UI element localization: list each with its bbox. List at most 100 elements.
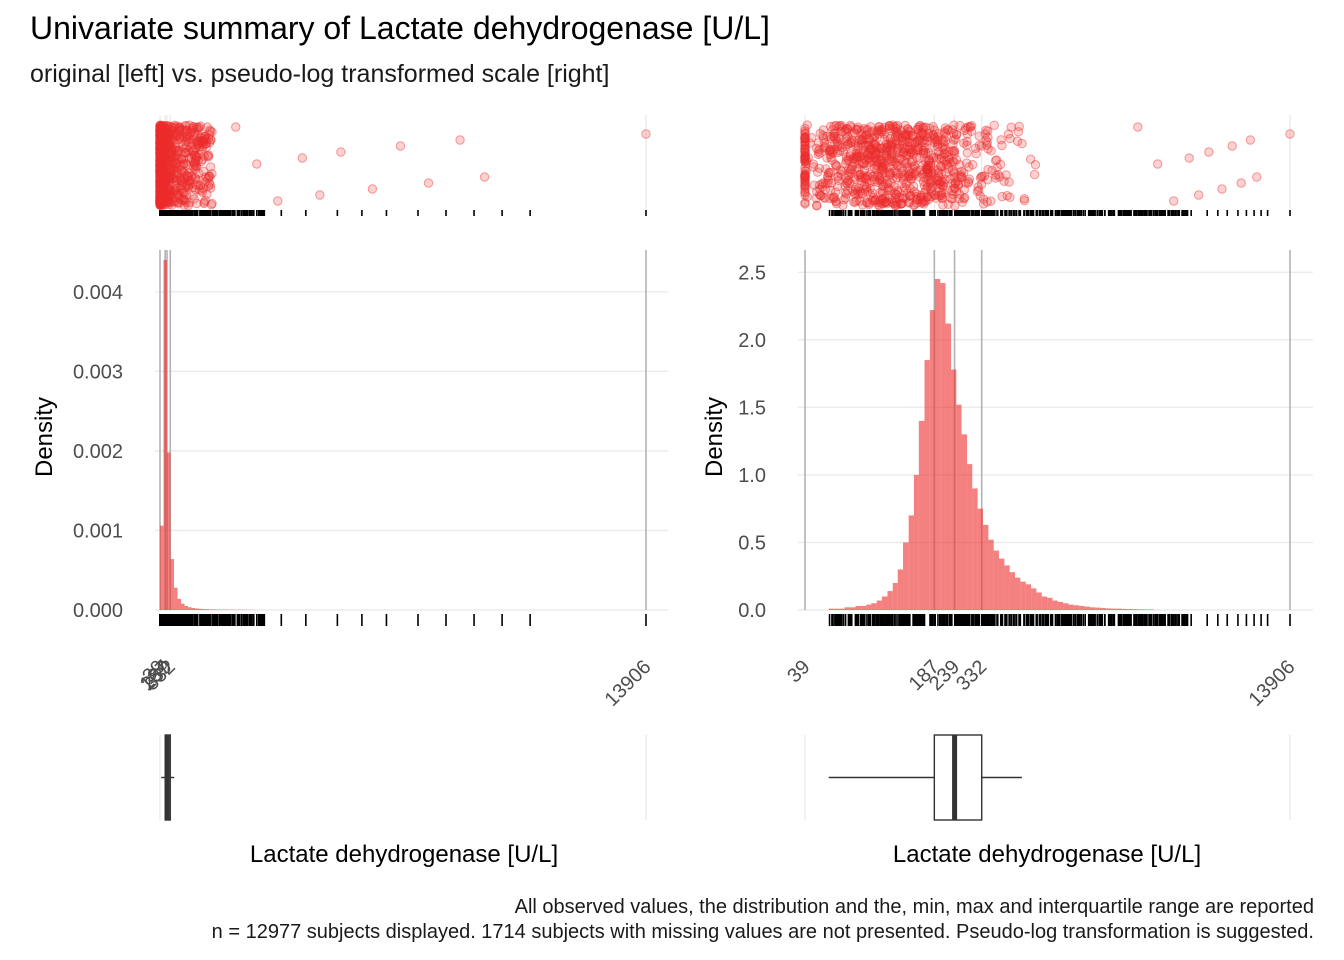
histogram-bar <box>892 582 898 610</box>
jitter-point <box>155 190 165 200</box>
jitter-point <box>205 135 216 145</box>
jitter-point <box>174 126 184 136</box>
jitter-point <box>157 149 167 160</box>
jitter-point <box>155 159 165 170</box>
jitter-point <box>915 121 925 131</box>
jitter-point <box>816 190 826 201</box>
jitter-point <box>155 166 165 176</box>
jitter-point <box>855 196 865 206</box>
jitter-point <box>191 143 201 154</box>
jitter-point <box>800 171 810 181</box>
jitter-point <box>908 148 919 159</box>
jitter-point <box>163 140 173 150</box>
jitter-point <box>825 146 836 156</box>
jitter-point <box>155 197 165 208</box>
jitter-point <box>187 131 198 142</box>
jitter-point <box>180 158 191 169</box>
jitter-point <box>155 199 165 210</box>
jitter-point <box>155 156 165 166</box>
histogram-bar <box>961 434 968 610</box>
jitter-point <box>161 155 172 165</box>
jitter-point <box>864 140 874 150</box>
jitter-point <box>199 136 209 147</box>
jitter-point <box>155 175 166 185</box>
jitter-point <box>825 131 835 142</box>
jitter-point <box>155 142 165 152</box>
jitter-point <box>157 179 168 189</box>
jitter-point <box>156 184 166 194</box>
jitter-point <box>817 179 827 189</box>
jitter-point <box>936 188 947 198</box>
jitter-point <box>938 180 948 191</box>
jitter-point <box>202 122 212 132</box>
jitter-point <box>155 196 165 206</box>
jitter-point <box>176 161 186 171</box>
jitter-point <box>1153 159 1163 169</box>
jitter-point <box>868 171 878 182</box>
jitter-point <box>948 145 958 156</box>
jitter-point <box>928 130 939 141</box>
jitter-point <box>186 152 196 163</box>
jitter-point <box>155 200 165 210</box>
jitter-point <box>892 152 902 163</box>
jitter-point <box>155 171 165 181</box>
jitter-point <box>155 141 165 151</box>
jitter-point <box>182 130 193 141</box>
jitter-point <box>173 168 184 179</box>
jitter-point <box>865 183 876 194</box>
jitter-point <box>913 128 923 139</box>
jitter-point <box>155 170 166 181</box>
jitter-point <box>159 154 170 164</box>
jitter-point <box>479 172 490 182</box>
histogram-bar <box>195 608 199 610</box>
jitter-point <box>900 170 910 181</box>
jitter-point <box>156 133 166 143</box>
jitter-point <box>155 174 165 184</box>
jitter-point <box>155 181 165 192</box>
jitter-point <box>155 155 165 165</box>
jitter-point <box>155 145 165 156</box>
jitter-point <box>918 123 928 133</box>
histogram-bar <box>202 609 206 610</box>
jitter-point <box>176 154 187 165</box>
jitter-point <box>943 199 954 210</box>
jitter-point <box>199 197 209 207</box>
jitter-point <box>917 169 928 179</box>
jitter-point <box>169 173 179 184</box>
jitter-point <box>156 180 166 191</box>
jitter-point <box>182 172 192 182</box>
jitter-point <box>155 129 165 139</box>
jitter-point <box>864 154 874 164</box>
jitter-point <box>853 141 864 152</box>
jitter-point <box>172 197 183 208</box>
jitter-point <box>160 178 170 189</box>
jitter-point <box>171 131 181 142</box>
histogram-bar <box>184 606 189 610</box>
jitter-point <box>911 189 922 199</box>
jitter-point <box>155 163 165 174</box>
jitter-point <box>904 150 914 160</box>
jitter-point <box>919 180 930 191</box>
jitter-point <box>155 159 165 169</box>
jitter-point <box>947 165 958 176</box>
jitter-point <box>821 164 831 174</box>
jitter-point <box>155 151 166 161</box>
jitter-point <box>800 137 810 147</box>
jitter-point <box>1217 184 1227 194</box>
jitter-point <box>158 140 169 150</box>
jitter-point <box>936 190 947 201</box>
jitter-point <box>182 171 193 181</box>
jitter-point <box>163 132 173 143</box>
jitter-point <box>862 149 873 159</box>
y-tick-label: 2.5 <box>738 262 766 284</box>
jitter-point <box>886 152 897 162</box>
jitter-point <box>842 136 852 146</box>
jitter-point <box>155 198 165 209</box>
jitter-point <box>159 154 169 165</box>
jitter-point <box>173 188 183 199</box>
jitter-point <box>930 190 940 200</box>
jitter-point <box>194 184 204 194</box>
jitter-point <box>155 143 165 153</box>
rug-marks <box>828 614 1291 626</box>
jitter-point <box>962 129 973 139</box>
